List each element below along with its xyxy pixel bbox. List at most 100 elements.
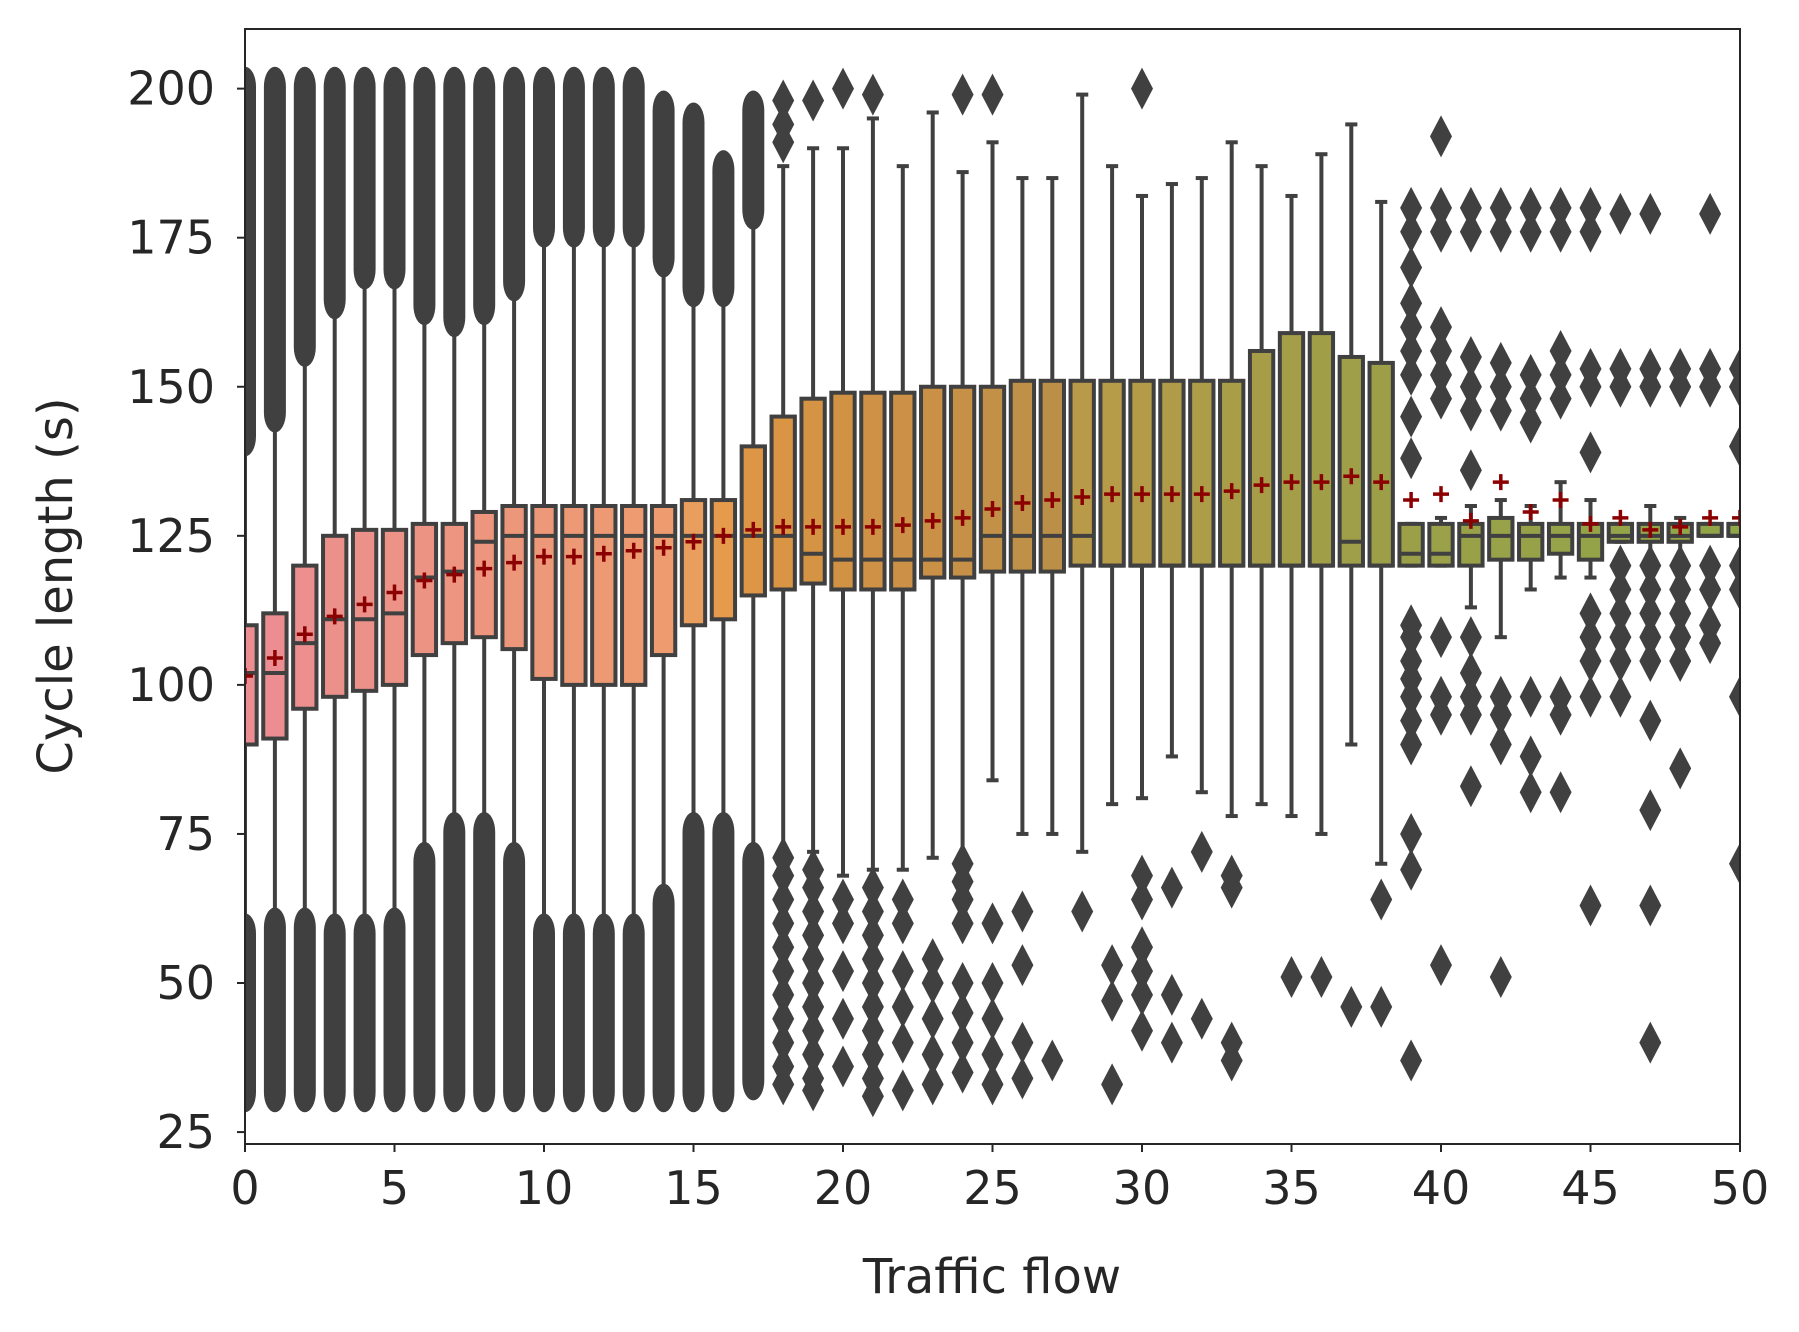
outlier-point <box>891 1021 914 1064</box>
outlier-point <box>1370 985 1393 1028</box>
box <box>1337 354 1365 568</box>
box-group <box>679 102 708 1113</box>
box-group <box>1307 152 1336 999</box>
outlier-point <box>802 985 825 1028</box>
outlier-point <box>1131 67 1153 110</box>
outlier-group <box>1370 878 1393 1028</box>
mean-marker <box>1193 486 1210 503</box>
outlier-point <box>1459 449 1482 492</box>
box-group <box>410 66 439 1113</box>
box <box>978 384 1007 574</box>
outlier-point <box>1639 1021 1662 1064</box>
outlier-point <box>1489 210 1512 253</box>
outlier-point <box>802 848 825 891</box>
outlier-group <box>1041 1039 1064 1082</box>
outlier-point <box>1549 210 1572 253</box>
mean-marker <box>715 527 732 544</box>
outlier-point <box>1430 616 1452 659</box>
mean-marker <box>954 509 971 526</box>
outlier-point <box>1430 186 1452 229</box>
outlier-point <box>772 950 795 993</box>
outlier-group <box>921 938 944 1106</box>
outlier-point <box>1011 890 1034 933</box>
outlier-point <box>1729 347 1740 390</box>
mean-marker <box>685 533 702 550</box>
outlier-point <box>1519 735 1542 778</box>
x-tick-label: 0 <box>230 1161 259 1215</box>
box-group <box>500 66 528 1113</box>
box-group <box>1606 192 1635 718</box>
outlier-point <box>861 985 884 1028</box>
box-group <box>1487 186 1515 999</box>
outlier-point <box>802 1009 825 1052</box>
mean-marker <box>1492 474 1509 491</box>
outlier-point <box>1549 329 1572 372</box>
outlier-point <box>1669 568 1692 611</box>
mean-marker <box>386 584 403 601</box>
y-tick-label: 50 <box>156 956 215 1010</box>
outlier-group <box>1459 186 1482 808</box>
outlier-point <box>772 836 795 879</box>
outlier-point <box>1609 640 1632 683</box>
outlier-point <box>1639 192 1662 235</box>
outlier-point <box>802 890 825 933</box>
outlier-point <box>981 73 1004 116</box>
x-axis-ticks: 0 5 10 15 20 25 30 35 40 45 50 <box>230 1144 1769 1215</box>
y-axis-ticks: 25 50 75 100 125 150 175 200 <box>127 62 245 1159</box>
outlier-group <box>951 73 974 1094</box>
outlier-point <box>951 962 974 1005</box>
outlier-point <box>1131 854 1153 897</box>
outlier-point <box>1699 192 1722 235</box>
outlier-point <box>802 1033 825 1076</box>
outlier-point <box>861 914 884 957</box>
outlier-point <box>921 938 944 981</box>
outlier-point <box>1400 848 1423 891</box>
box-group <box>1158 182 1186 1064</box>
outlier-point <box>1430 944 1452 987</box>
outlier-point <box>1519 186 1542 229</box>
box-group <box>1008 176 1037 1100</box>
outlier-point <box>1639 699 1662 742</box>
outlier-point <box>1519 377 1542 420</box>
outlier-point <box>951 991 974 1034</box>
x-tick-label: 45 <box>1561 1161 1620 1215</box>
outlier-point <box>861 1009 884 1052</box>
mean-marker <box>1104 486 1121 503</box>
outlier-point <box>981 902 1004 945</box>
box-group <box>1576 186 1605 927</box>
outlier-point <box>1579 675 1602 718</box>
box-group <box>978 73 1007 1106</box>
outlier-point <box>1011 1021 1034 1064</box>
outlier-point <box>1160 973 1183 1016</box>
mean-marker <box>984 500 1001 517</box>
mean-marker <box>1642 521 1659 538</box>
box-group <box>1068 92 1096 933</box>
outlier-point <box>921 1063 944 1106</box>
mean-marker <box>1403 492 1420 509</box>
box <box>1068 378 1096 568</box>
outlier-point <box>802 938 825 981</box>
box <box>620 504 648 687</box>
outlier-point <box>921 962 944 1005</box>
outlier-point <box>891 950 914 993</box>
box-group <box>948 73 977 1094</box>
box-group <box>1517 186 1545 814</box>
mean-marker <box>446 566 463 583</box>
outlier-band <box>293 66 316 367</box>
outlier-point <box>772 997 795 1040</box>
outlier-group <box>473 66 496 1113</box>
mean-marker <box>1223 483 1240 500</box>
outlier-band <box>245 66 256 457</box>
outlier-point <box>772 902 795 945</box>
outlier-point <box>832 997 854 1040</box>
outlier-group <box>592 66 615 1113</box>
outlier-point <box>1579 431 1602 474</box>
x-axis-label: Traffic flow <box>862 1249 1121 1305</box>
outlier-band <box>562 913 585 1113</box>
outlier-point <box>1579 186 1602 229</box>
y-tick-label: 175 <box>127 211 215 265</box>
outlier-point <box>1400 329 1423 372</box>
outlier-group <box>1101 944 1124 1106</box>
outlier-point <box>1519 675 1542 718</box>
outlier-point <box>1699 347 1722 390</box>
